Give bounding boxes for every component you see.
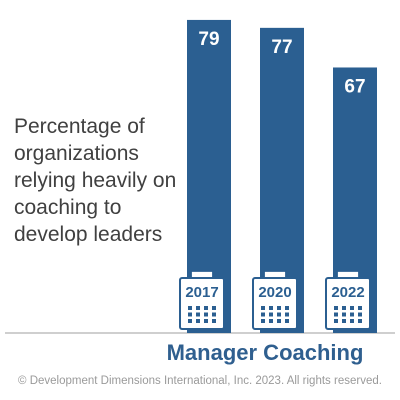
data-label: 77	[271, 37, 292, 58]
calendar-icon: 2022	[325, 270, 371, 330]
calendar-day	[350, 312, 354, 317]
calendar-day	[358, 306, 362, 310]
chart-title: Manager Coaching	[166, 340, 364, 365]
calendar-tab	[190, 270, 214, 279]
calendar-day	[212, 312, 216, 317]
calendar-day	[277, 319, 281, 323]
calendar-day	[269, 319, 273, 323]
calendar-day	[285, 312, 289, 317]
calendar-day	[358, 319, 362, 323]
calendar-day	[334, 312, 338, 317]
calendar-day	[196, 306, 200, 310]
calendar-day	[342, 319, 346, 323]
calendar-day	[269, 306, 273, 310]
calendar-icon: 2020	[252, 270, 298, 330]
calendar-day	[334, 319, 338, 323]
category-label: 2022	[331, 284, 364, 301]
calendar-day	[212, 319, 216, 323]
data-label: 67	[344, 76, 365, 97]
calendar-tab	[263, 270, 287, 279]
calendar-day	[196, 319, 200, 323]
calendar-day	[350, 306, 354, 310]
calendar-day	[350, 319, 354, 323]
data-label: 79	[198, 29, 219, 50]
calendar-day	[269, 312, 273, 317]
calendar-day	[188, 319, 192, 323]
calendar-day	[342, 306, 346, 310]
calendar-day	[204, 312, 208, 317]
calendar-day	[277, 306, 281, 310]
calendar-day	[358, 312, 362, 317]
calendar-day	[188, 306, 192, 310]
calendar-tab	[336, 270, 360, 279]
chart-annotation: Percentage of organizations relying heav…	[14, 115, 177, 246]
calendar-day	[188, 312, 192, 317]
calendar-day	[261, 312, 265, 317]
calendar-day	[285, 319, 289, 323]
calendar-day	[277, 312, 281, 317]
calendar-day	[342, 312, 346, 317]
calendar-day	[261, 319, 265, 323]
calendar-day	[204, 319, 208, 323]
calendar-day	[212, 306, 216, 310]
copyright-footer: © Development Dimensions International, …	[18, 375, 382, 387]
calendar-day	[285, 306, 289, 310]
category-label: 2020	[258, 284, 291, 301]
calendar-icon: 2017	[179, 270, 225, 330]
category-label: 2017	[185, 284, 218, 301]
calendar-day	[334, 306, 338, 310]
calendar-day	[204, 306, 208, 310]
calendar-day	[261, 306, 265, 310]
calendar-day	[196, 312, 200, 317]
